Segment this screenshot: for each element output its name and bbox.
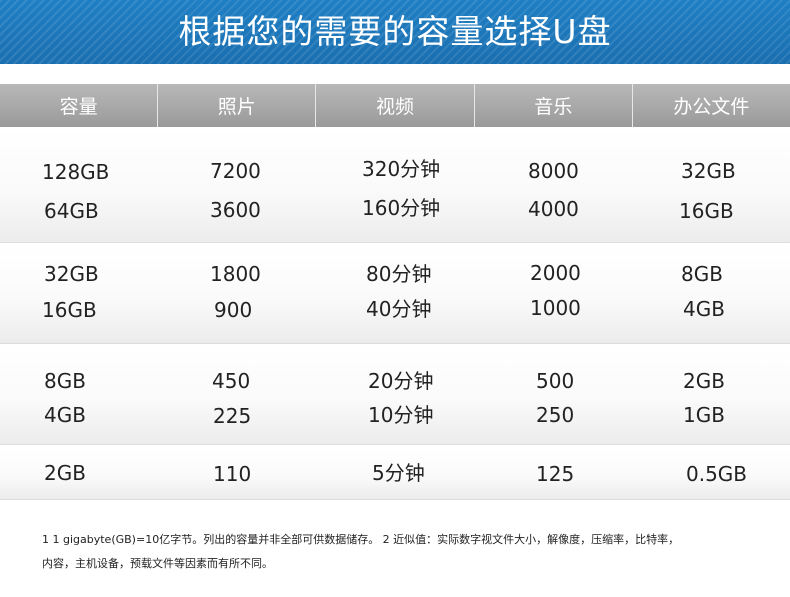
header-music: 音乐 [475,84,633,127]
table-cell: 4000 [528,197,579,221]
table-cell: 64GB [44,199,99,223]
footnote-line-1: 1 1 gigabyte(GB)=10亿字节。列出的容量并非全部可供数据储存。 … [42,533,680,546]
table-header: 容量 照片 视频 音乐 办公文件 [0,84,790,127]
table-cell: 8GB [681,262,723,286]
footnote: 1 1 gigabyte(GB)=10亿字节。列出的容量并非全部可供数据储存。 … [42,528,742,576]
table-cell: 4GB [683,297,725,321]
header-office-files: 办公文件 [673,96,750,118]
row-group-3 [0,347,790,444]
table-cell: 1GB [683,403,725,427]
table-cell: 250 [536,403,575,427]
table-cell: 500 [536,369,575,393]
table-cell: 225 [213,404,252,428]
table-cell: 8GB [44,369,86,393]
table-cell: 2000 [530,261,581,285]
table-cell: 8000 [528,159,579,183]
table-cell: 32GB [681,159,736,183]
table-cell: 16GB [679,199,734,223]
row-group-2 [0,244,790,343]
title-banner: 根据您的需要的容量选择U盘 [0,0,790,64]
table-cell: 900 [214,298,253,322]
table-cell: 2GB [683,369,725,393]
table-cell: 32GB [44,262,99,286]
page-title: 根据您的需要的容量选择U盘 [178,12,612,51]
table-cell: 10分钟 [368,403,434,427]
header-photos: 照片 [158,84,317,127]
table-cell: 16GB [42,298,97,322]
table-cell: 128GB [42,160,110,184]
table-cell: 450 [212,369,251,393]
table-cell: 80分钟 [366,262,432,286]
table-cell: 7200 [210,159,261,183]
table-cell: 160分钟 [362,196,441,220]
header-capacity: 容量 [0,84,159,127]
table-cell: 2GB [44,461,86,485]
table-cell: 3600 [210,198,261,222]
footnote-line-2: 内容，主机设备，预载文件等因素而有所不同。 [42,557,273,570]
table-cell: 1800 [210,262,261,286]
table-cell: 125 [536,462,575,486]
table-cell: 5分钟 [372,461,425,485]
row-group-1 [0,128,790,242]
table-cell: 0.5GB [686,462,748,486]
table-cell: 20分钟 [368,369,434,393]
table-cell: 110 [213,462,252,486]
table-cell: 40分钟 [366,297,432,321]
table-cell: 4GB [44,403,86,427]
header-video: 视频 [316,84,475,127]
table-cell: 1000 [530,296,581,320]
table-cell: 320分钟 [362,157,441,181]
row-group-4 [0,449,790,499]
